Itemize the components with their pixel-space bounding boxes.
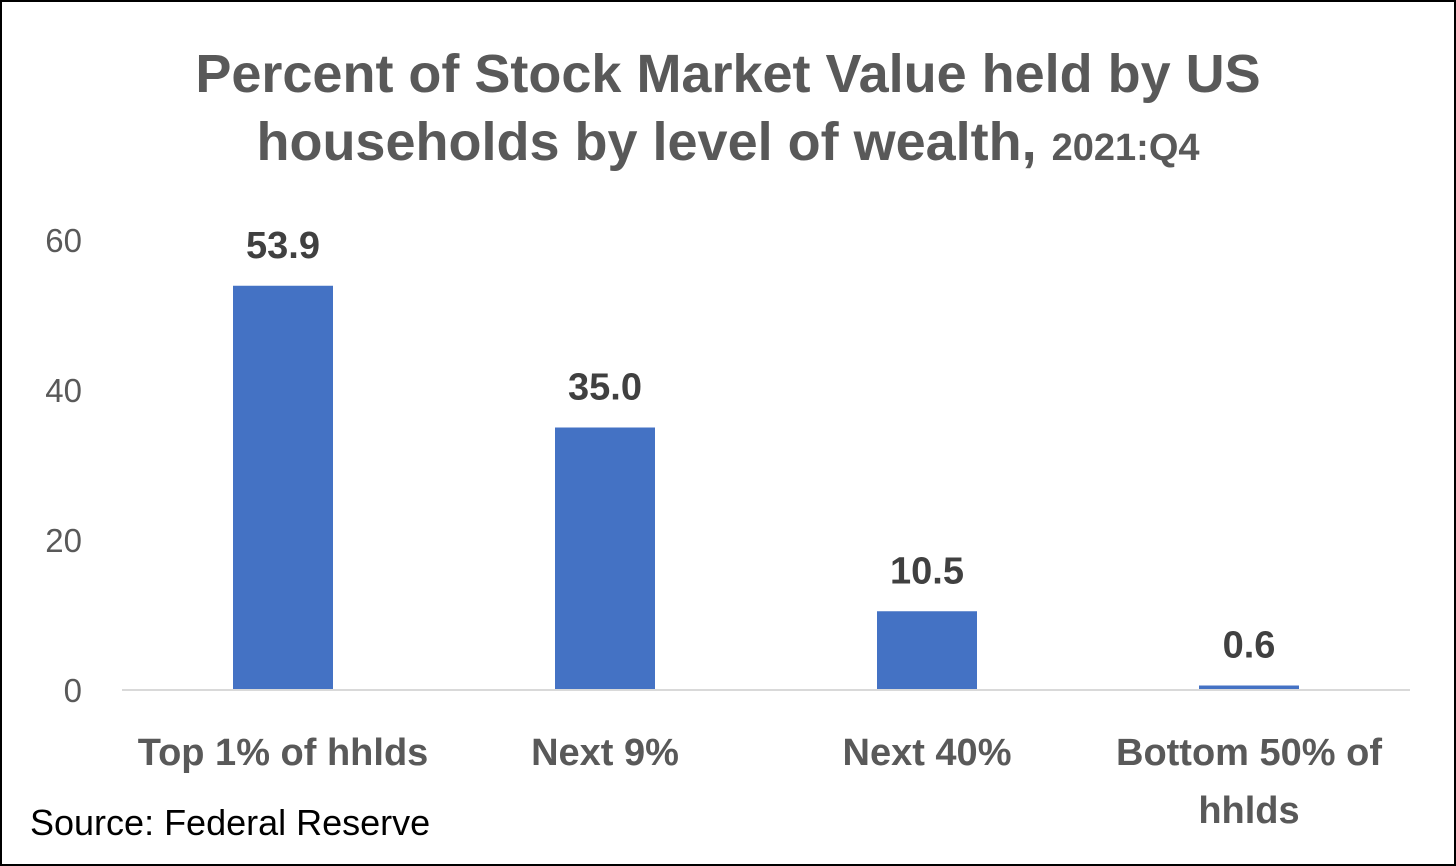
y-tick-label: 20	[45, 522, 82, 559]
bar	[1199, 685, 1299, 690]
bar	[877, 611, 977, 690]
chart-title-line-2: households by level of wealth, 2021:Q4	[0, 108, 1456, 182]
source-note: Source: Federal Reserve	[30, 802, 431, 843]
y-tick-label: 0	[64, 672, 82, 709]
chart-title: Percent of Stock Market Value held by US…	[0, 40, 1456, 182]
chart-title-line-1: Percent of Stock Market Value held by US	[195, 44, 1261, 104]
data-label: 53.9	[246, 225, 320, 267]
y-tick-label: 60	[45, 222, 82, 259]
chart-subtitle: 2021:Q4	[1051, 127, 1200, 169]
data-label: 0.6	[1223, 625, 1276, 667]
x-tick-label: Next 40%	[843, 732, 1012, 774]
bar	[555, 427, 655, 690]
x-tick-label: Next 9%	[531, 732, 679, 774]
y-tick-label: 40	[45, 372, 82, 409]
chart-title-line-2-text: households by level of wealth,	[256, 112, 1037, 172]
bar	[233, 285, 333, 690]
data-label: 10.5	[890, 550, 964, 592]
x-tick-label: Top 1% of hhlds	[138, 732, 429, 774]
data-label: 35.0	[568, 367, 642, 409]
x-tick-label: hhlds	[1198, 790, 1299, 832]
x-tick-label: Bottom 50% of	[1116, 732, 1382, 774]
